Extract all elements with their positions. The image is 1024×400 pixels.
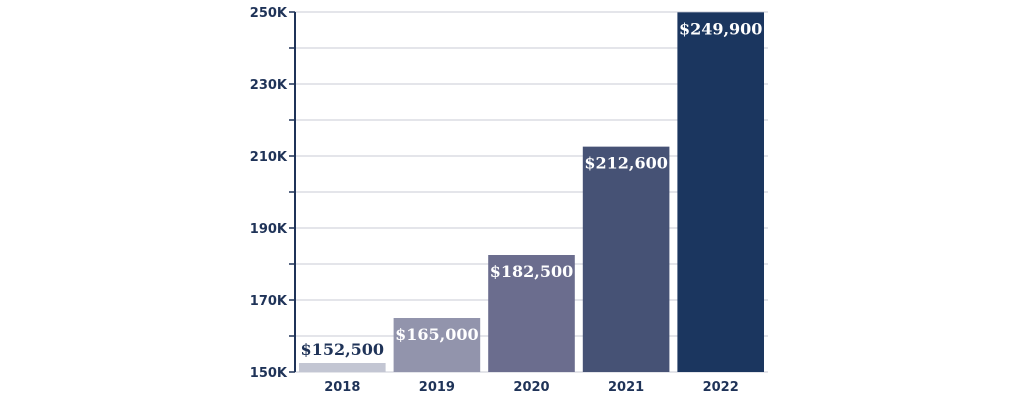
bars [299, 12, 764, 373]
x-tick-label: 2022 [703, 380, 739, 395]
bar-2022 [677, 12, 764, 373]
y-tick-label: 190K [250, 222, 288, 237]
y-tick-label: 250K [250, 6, 288, 21]
bar-value-label: $212,600 [584, 154, 668, 173]
bar-2019 [393, 318, 481, 372]
y-tick-label: 210K [250, 150, 288, 165]
y-tick-label: 230K [250, 78, 288, 93]
bar-2018 [299, 363, 386, 372]
y-tick-label: 170K [250, 294, 288, 309]
bar-value-label: $152,500 [301, 340, 385, 359]
axes [289, 11, 296, 373]
bar-2021 [582, 146, 670, 372]
x-tick-label: 2020 [513, 380, 549, 395]
bar-value-label: $182,500 [490, 262, 574, 281]
bar-2020 [488, 255, 575, 372]
labels: 150K 170K 190K 210K 230K 250K $152,500 2018 $165… [250, 6, 763, 395]
x-tick-label: 2021 [608, 380, 644, 395]
bar-value-label: $165,000 [395, 325, 479, 344]
x-tick-label: 2019 [419, 380, 455, 395]
bar-value-label: $249,900 [679, 19, 763, 38]
x-tick-label: 2018 [324, 380, 360, 395]
y-tick-label: 150K [250, 366, 288, 381]
